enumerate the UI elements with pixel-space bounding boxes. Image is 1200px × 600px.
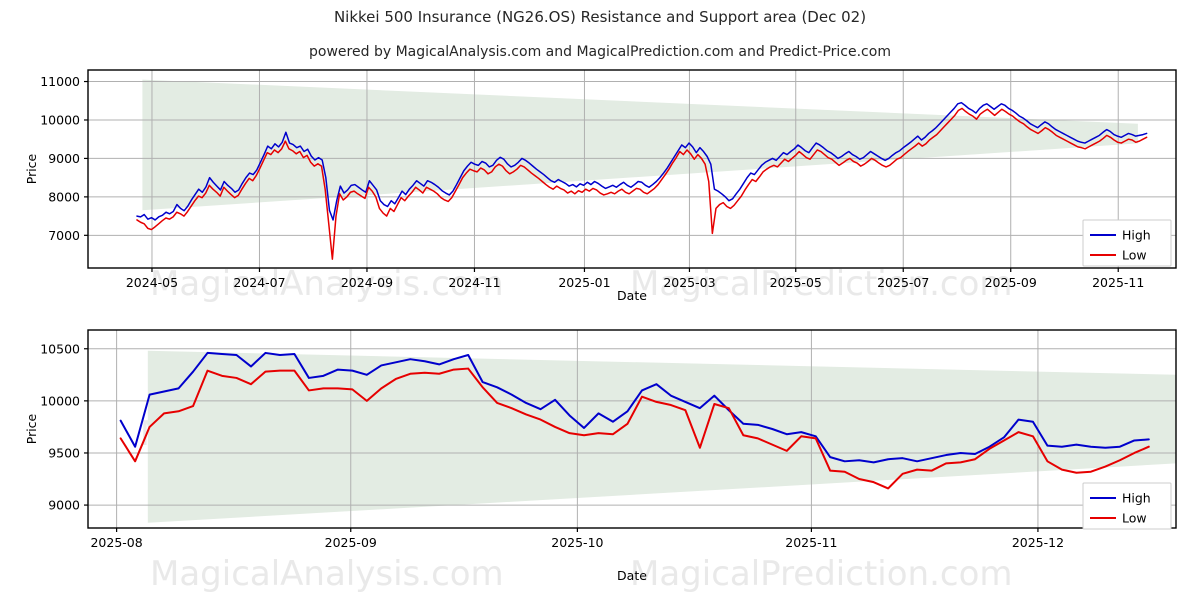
x-tick-label: 2024-09	[341, 275, 393, 290]
x-tick-label: 2024-05	[126, 275, 178, 290]
y-tick-label: 9000	[48, 151, 80, 166]
support-resistance-band	[142, 79, 1138, 211]
watermark-label: MagicalPrediction.com	[630, 264, 1013, 304]
lower-chart-panel: 9000 9500 10000 10500 2025-08 2025-09 2025-10 2…	[24, 329, 1177, 583]
page-subtitle: powered by MagicalAnalysis.com and Magic…	[309, 44, 891, 60]
series-line-high	[119, 351, 1150, 464]
x-tick-label: 2025-12	[1012, 535, 1064, 550]
y-tick-label: 7000	[48, 228, 80, 243]
x-tick-label: 2025-11	[1092, 275, 1144, 290]
chart-legend: High Low	[1082, 482, 1172, 530]
y-tick-label: 9500	[48, 445, 80, 460]
chart-legend: High Low	[1082, 219, 1172, 267]
series-line-high	[136, 101, 1148, 221]
x-tick-label: 2024-11	[448, 275, 500, 290]
legend-label-low: Low	[1122, 248, 1147, 263]
x-tick-label: 2025-05	[770, 275, 822, 290]
x-tick-label: 2025-09	[325, 535, 377, 550]
x-tick-label: 2025-08	[90, 535, 142, 550]
x-tick-label: 2025-07	[877, 275, 929, 290]
y-tick-label: 10000	[40, 393, 80, 408]
watermark-label: MagicalPrediction.com	[630, 554, 1013, 594]
y-tick-label: 10000	[40, 112, 80, 127]
x-tick-label: 2024-07	[233, 275, 285, 290]
y-axis-title: Price	[24, 413, 39, 444]
legend-label-high: High	[1122, 228, 1151, 243]
x-tick-label: 2025-03	[663, 275, 715, 290]
x-tick-label: 2025-01	[558, 275, 610, 290]
x-axis-title: Date	[617, 568, 647, 583]
watermark-label: MagicalAnalysis.com	[150, 554, 504, 594]
series-line-low	[119, 367, 1150, 490]
plot-border	[87, 69, 1177, 269]
plot-border	[87, 329, 1177, 529]
x-tick-label: 2025-11	[785, 535, 837, 550]
page-title: Nikkei 500 Insurance (NG26.OS) Resistanc…	[333, 8, 867, 26]
support-resistance-band	[147, 350, 1176, 523]
series-line-low	[136, 107, 1148, 260]
y-tick-label: 10500	[40, 341, 80, 356]
upper-chart-panel: 7000 8000 9000 10000 11000 2024-05 2024-07 2024…	[24, 69, 1177, 303]
y-tick-label: 9000	[48, 498, 80, 513]
y-tick-label: 8000	[48, 189, 80, 204]
watermark-label: MagicalAnalysis.com	[150, 264, 504, 304]
y-axis-title: Price	[24, 153, 39, 184]
legend-label-low: Low	[1122, 511, 1147, 526]
x-tick-label: 2025-10	[551, 535, 603, 550]
x-tick-label: 2025-09	[985, 275, 1037, 290]
x-axis-title: Date	[617, 288, 647, 303]
y-tick-label: 11000	[40, 74, 80, 89]
legend-label-high: High	[1122, 491, 1151, 506]
